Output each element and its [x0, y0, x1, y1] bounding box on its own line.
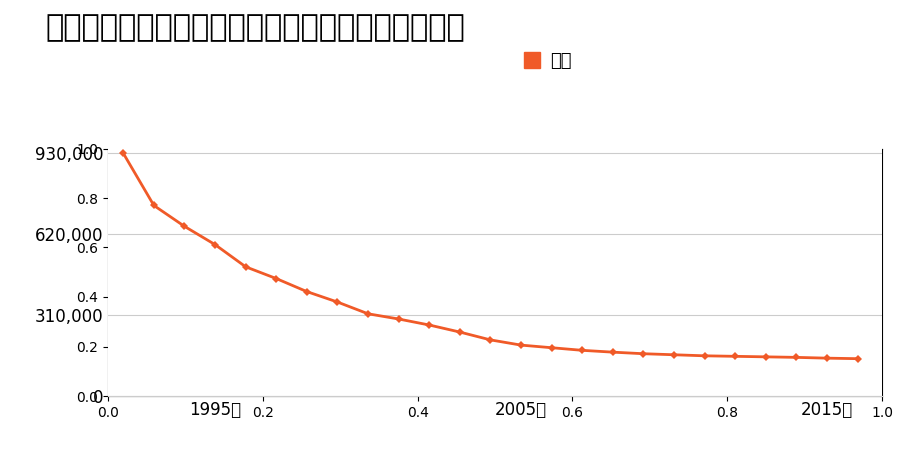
Legend: 価格: 価格 [516, 45, 579, 77]
Text: 千葉県我孫子市柴崎字１丁目５４０番６の地価推移: 千葉県我孫子市柴崎字１丁目５４０番６の地価推移 [45, 14, 464, 42]
